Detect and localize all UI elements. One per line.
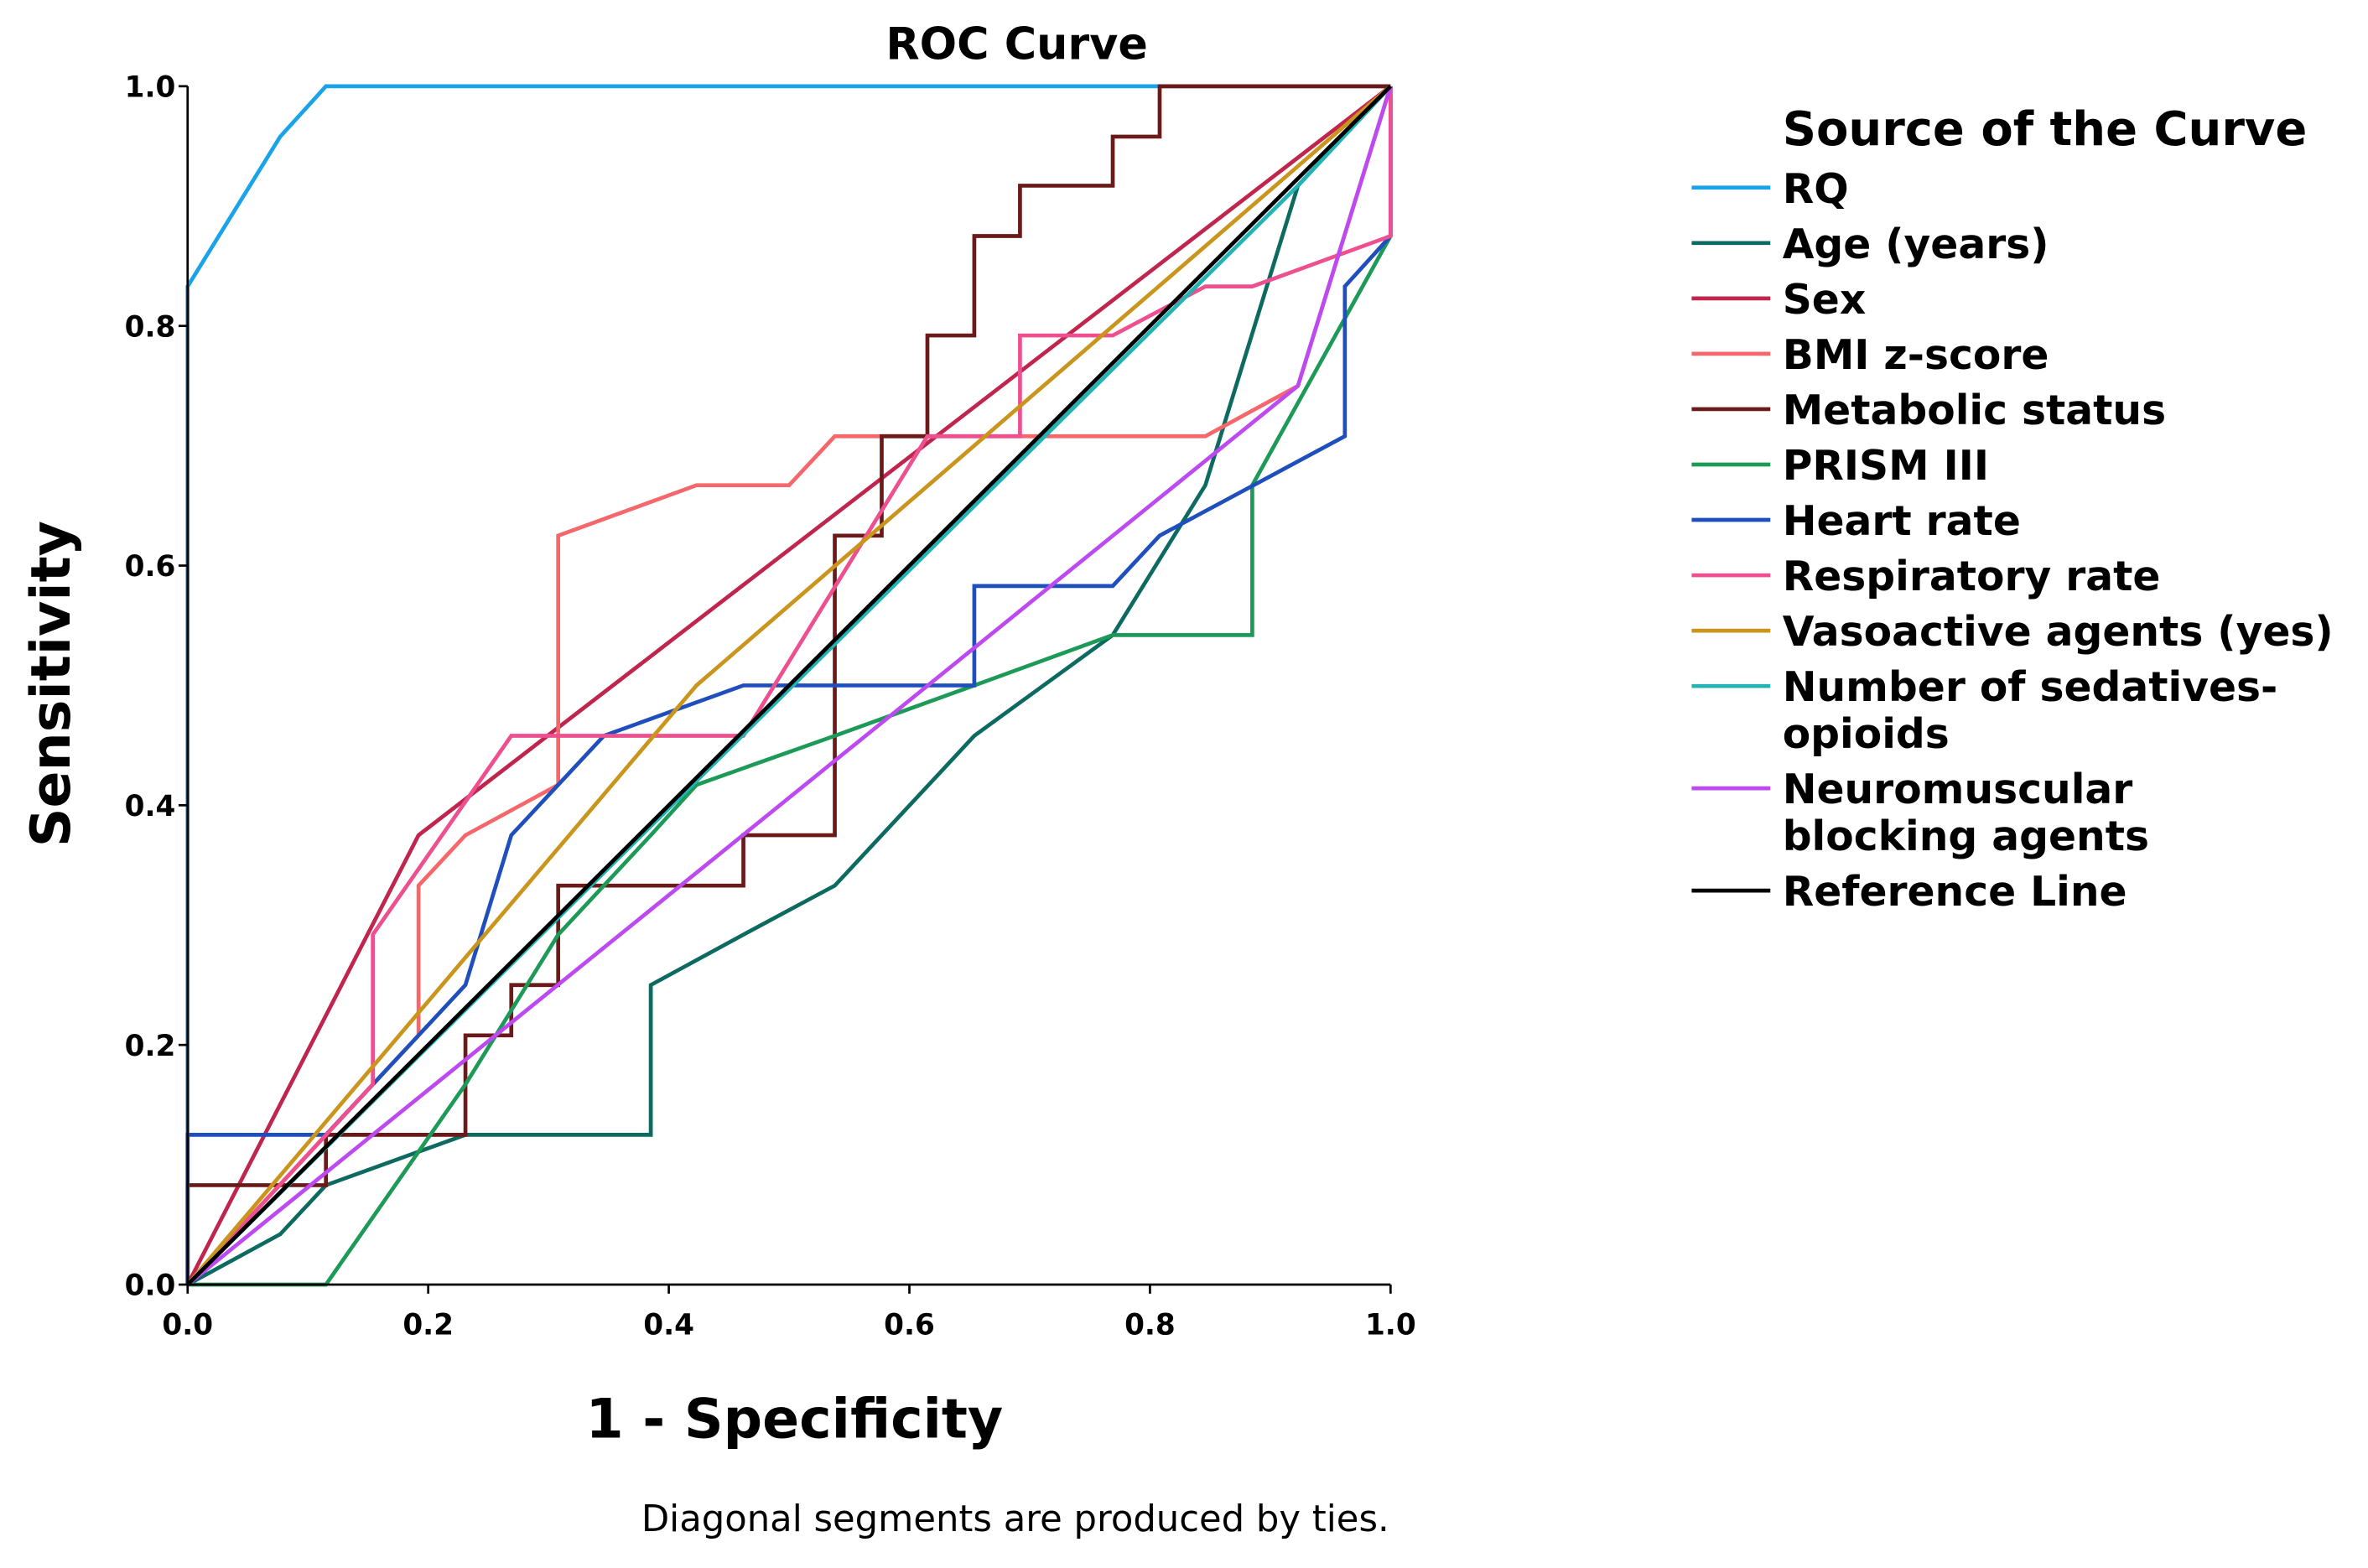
y-tick-label-3: 0.6 — [125, 550, 176, 584]
series-line-metabolic-status — [185, 84, 1391, 1285]
x-tick-label-2: 0.4 — [643, 1309, 694, 1342]
series-line-neuromuscular-blocking-agents — [186, 86, 1393, 1286]
legend-items: RQ Age (years) Sex BMI z-score Metabolic sta… — [1691, 166, 2334, 916]
legend-label-number-of-sedatives-opioids: Number of sedatives-opioids — [1783, 664, 2278, 758]
x-tick-label-4: 0.8 — [1124, 1309, 1176, 1342]
legend-label-bmi-z-score: BMI z-score — [1783, 332, 2049, 379]
legend-label-age-years: Age (years) — [1783, 221, 2049, 268]
legend: Source of the Curve RQ Age (years) Sex BMI … — [1691, 102, 2334, 916]
legend-label-rq: RQ — [1783, 166, 1849, 213]
y-tick-label-2: 0.4 — [125, 790, 176, 823]
legend-label-reference-line: Reference Line — [1783, 869, 2127, 916]
x-axis-title: 1 - Specificity — [585, 1388, 1003, 1451]
x-tick-label-0: 0.0 — [162, 1309, 213, 1342]
x-tick-label-3: 0.6 — [884, 1309, 935, 1342]
series-lines — [185, 84, 1393, 1287]
legend-label-sex: Sex — [1783, 277, 1867, 324]
chart-title: ROC Curve — [885, 18, 1147, 70]
y-axis-ticks: 0.0 0.2 0.4 0.6 0.8 1.0 — [125, 70, 188, 1303]
legend-title: Source of the Curve — [1783, 102, 2308, 157]
y-tick-label-0: 0.0 — [125, 1269, 176, 1303]
legend-label-vasoactive-agents-yes: Vasoactive agents (yes) — [1783, 609, 2334, 656]
x-axis-ticks: 0.0 0.2 0.4 0.6 0.8 1.0 — [162, 1285, 1416, 1342]
legend-label-heart-rate: Heart rate — [1783, 498, 2021, 545]
legend-label-respiratory-rate: Respiratory rate — [1783, 553, 2161, 600]
x-tick-label-5: 1.0 — [1365, 1309, 1416, 1342]
legend-label-metabolic-status: Metabolic status — [1783, 387, 2166, 434]
y-tick-label-5: 1.0 — [125, 70, 176, 104]
y-tick-label-1: 0.2 — [125, 1030, 176, 1063]
x-tick-label-1: 0.2 — [402, 1309, 454, 1342]
legend-label-neuromuscular-blocking-agents: Neuromuscular blocking agents — [1783, 766, 2149, 860]
y-tick-label-4: 0.8 — [125, 310, 176, 344]
chart-footnote: Diagonal segments are produced by ties. — [641, 1498, 1389, 1540]
y-axis-title: Sensitivity — [20, 521, 83, 847]
series-line-vasoactive-agents-yes — [185, 85, 1392, 1286]
series-line-respiratory-rate — [186, 86, 1393, 1286]
legend-label-prism-iii: PRISM III — [1783, 443, 1989, 490]
plot-area: 0.0 0.2 0.4 0.6 0.8 1.0 0.0 0.2 0.4 0.6 0.8 1.0 — [125, 70, 1416, 1342]
series-line-reference-line — [186, 85, 1392, 1286]
